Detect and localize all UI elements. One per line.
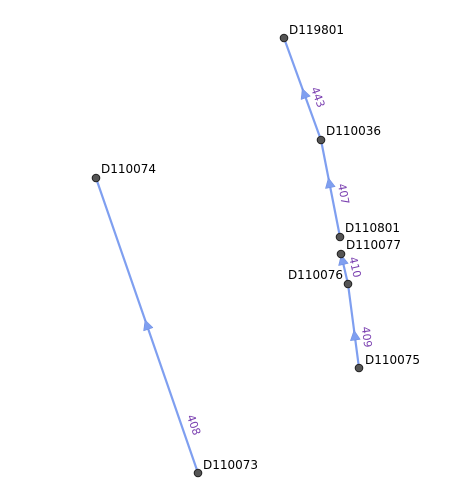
- edge-label-408: 408: [184, 413, 203, 437]
- node-label-D119801: D119801: [289, 23, 344, 37]
- node-point-D110036[interactable]: [316, 135, 326, 145]
- node-label-D110077: D110077: [346, 238, 401, 252]
- edges-layer: [94, 36, 361, 475]
- node-label-D110074: D110074: [101, 162, 156, 176]
- node-label-D110076: D110076: [288, 268, 343, 282]
- edge-direction-arrow-icon: [300, 87, 311, 100]
- nodes-layer: [91, 33, 364, 478]
- edge-line-407[interactable]: [319, 138, 342, 239]
- node-point-D110076[interactable]: [343, 279, 353, 289]
- edge-direction-arrow-icon: [325, 177, 336, 189]
- node-point-D110075[interactable]: [354, 363, 364, 373]
- node-point-D110077[interactable]: [336, 249, 346, 259]
- node-point-D110074[interactable]: [91, 173, 101, 183]
- labels-layer: 443 407 410 409 408 D119801 D110036 D110801 D110…: [101, 23, 420, 472]
- edge-direction-arrow-icon: [143, 319, 154, 332]
- node-label-D110075: D110075: [365, 353, 420, 367]
- edge-label-443: 443: [308, 85, 327, 109]
- node-point-D119801[interactable]: [279, 33, 289, 43]
- edge-direction-arrow-icon: [350, 329, 361, 341]
- edge-label-410: 410: [346, 256, 363, 279]
- edge-label-407: 407: [335, 182, 352, 205]
- node-label-D110801: D110801: [345, 221, 400, 235]
- edge-label-409: 409: [359, 326, 375, 349]
- edge-line-409[interactable]: [346, 282, 361, 370]
- node-point-D110073[interactable]: [193, 468, 203, 478]
- node-point-D110801[interactable]: [335, 232, 345, 242]
- node-label-D110036: D110036: [326, 124, 381, 138]
- node-label-D110073: D110073: [203, 458, 258, 472]
